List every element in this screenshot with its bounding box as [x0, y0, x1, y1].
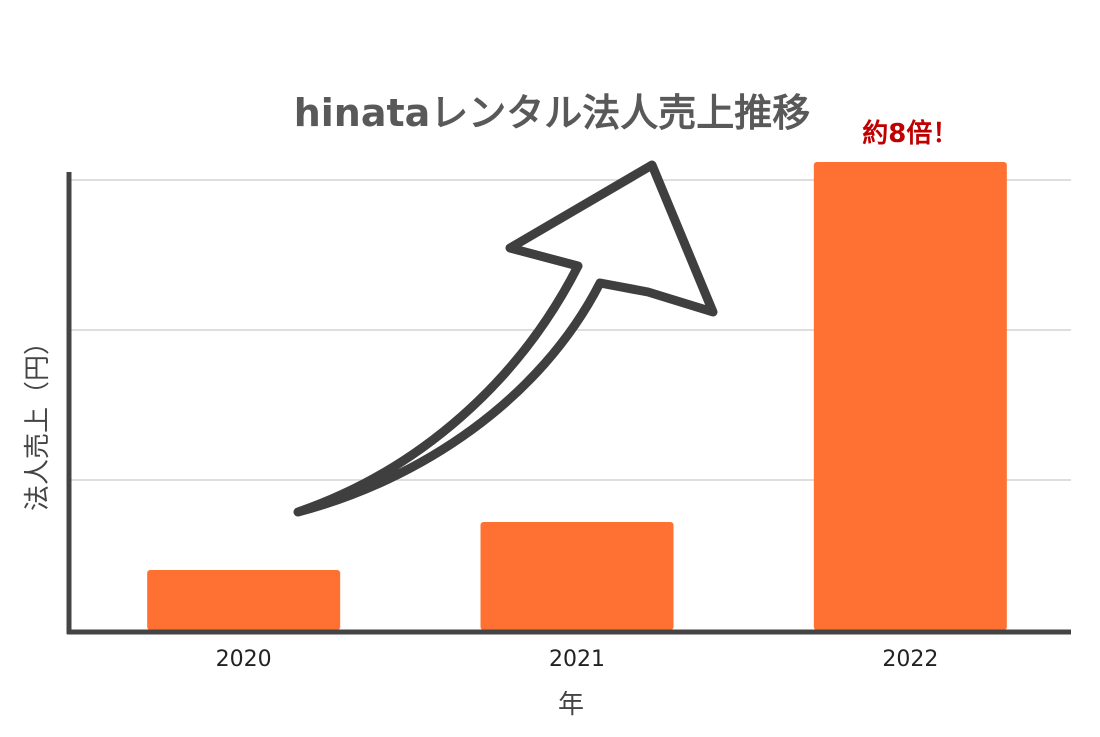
x-tick-label-2020: 2020 — [216, 647, 272, 672]
x-tick-label-2022: 2022 — [882, 647, 938, 672]
bar-2021 — [480, 522, 674, 630]
growth-arrow-icon — [293, 160, 718, 517]
x-tick-labels: 2020 2021 2022 — [216, 647, 939, 672]
bar-2020 — [147, 570, 341, 630]
growth-annotation: 約8倍！ — [862, 118, 958, 149]
chart-title: hinataレンタル法人売上推移 — [294, 91, 811, 135]
bar-2022 — [813, 162, 1007, 630]
x-tick-label-2021: 2021 — [549, 647, 605, 672]
bars — [147, 162, 1007, 630]
x-axis-label: 年 — [558, 690, 584, 720]
y-axis-label: 法人売上（円） — [23, 329, 53, 511]
